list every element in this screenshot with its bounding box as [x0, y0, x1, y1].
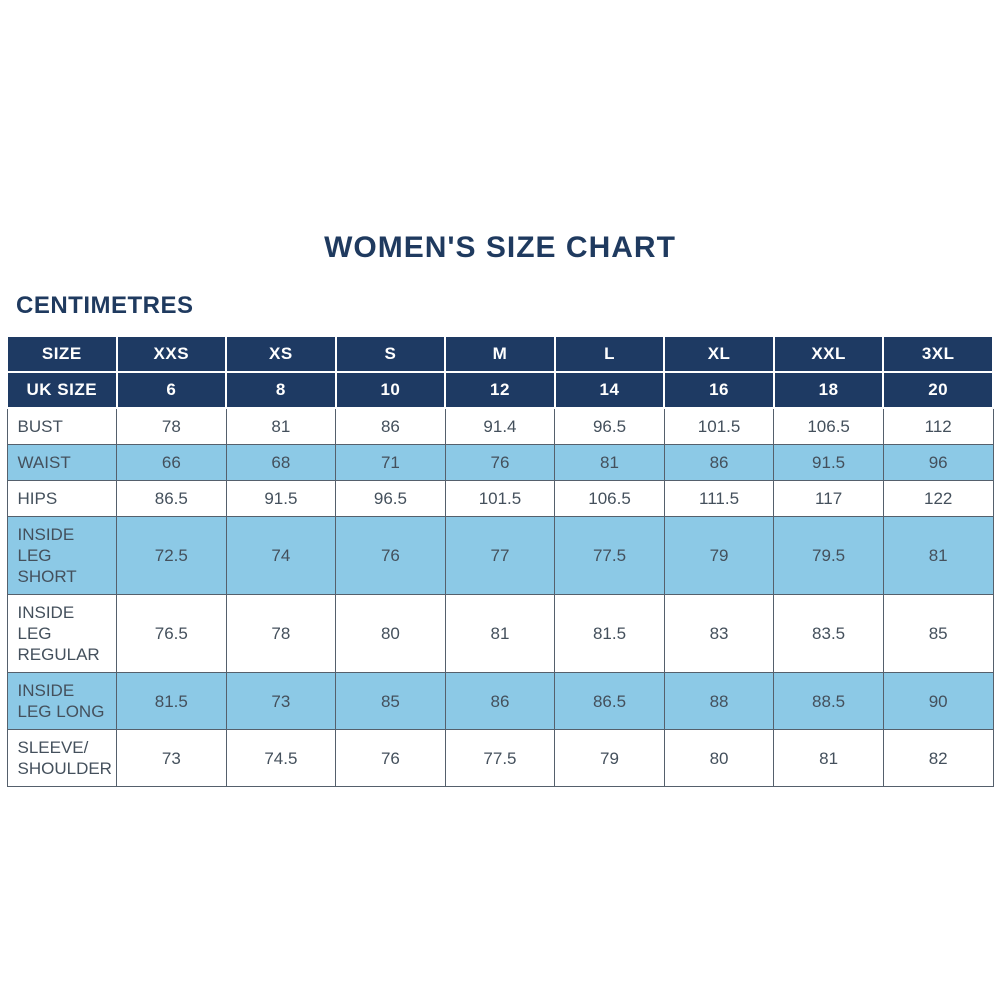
measurement-cell: 90: [882, 672, 994, 730]
measurement-cell: 81: [773, 729, 884, 787]
row-label: HIPS: [6, 480, 118, 517]
page-title: WOMEN'S SIZE CHART: [324, 231, 676, 264]
col-header-xl: XL: [663, 335, 775, 373]
uk-size-value: 18: [772, 371, 885, 409]
measurement-cell: 83: [663, 594, 775, 673]
col-header-m: M: [444, 335, 556, 373]
measurement-cell: 85: [882, 594, 994, 673]
row-label: INSIDE LEG LONG: [6, 672, 118, 730]
measurement-cell: 81: [225, 407, 337, 445]
measurement-cell: 78: [225, 594, 337, 673]
measurement-cell: 85: [335, 672, 446, 730]
table-row: INSIDE LEG SHORT 72.5 74 76 77 77.5 79 79.5 81: [6, 516, 994, 595]
col-header-xxs: XXS: [115, 335, 228, 373]
unit-label: CENTIMETRES: [16, 292, 194, 319]
measurement-cell: 96.5: [554, 407, 665, 445]
uk-size-value: 10: [334, 371, 447, 409]
uk-size-value: 16: [663, 371, 775, 409]
table-row: SLEEVE/ SHOULDER 73 74.5 76 77.5 79 80 81 82: [6, 729, 994, 787]
measurement-cell: 86.5: [116, 480, 227, 517]
size-chart-table: SIZE XXS XS S M L XL XXL 3XL UK SIZE 6 8 10 12 14 16 18…: [6, 335, 994, 787]
measurement-cell: 81: [882, 516, 994, 595]
size-chart-header: SIZE XXS XS S M L XL XXL 3XL UK SIZE 6 8 10 12 14 16 18…: [6, 335, 994, 409]
measurement-body: BUST 78 81 86 91.4 96.5 101.5 106.5 112 WAIST 66 68…: [6, 407, 994, 787]
measurement-cell: 71: [335, 444, 446, 481]
measurement-cell: 86: [663, 444, 775, 481]
measurement-cell: 86: [444, 672, 556, 730]
size-header-row: SIZE XXS XS S M L XL XXL 3XL: [6, 335, 994, 373]
measurement-cell: 80: [663, 729, 775, 787]
measurement-cell: 101.5: [663, 407, 775, 445]
uk-size-value: 20: [882, 371, 994, 409]
uk-size-row: UK SIZE 6 8 10 12 14 16 18 20: [6, 371, 994, 409]
col-header-xs: XS: [225, 335, 337, 373]
measurement-cell: 81.5: [554, 594, 665, 673]
measurement-cell: 88.5: [773, 672, 884, 730]
measurement-cell: 74: [225, 516, 337, 595]
col-header-xxl: XXL: [772, 335, 885, 373]
row-label: SLEEVE/ SHOULDER: [6, 729, 118, 787]
table-row: WAIST 66 68 71 76 81 86 91.5 96: [6, 444, 994, 481]
col-header-s: S: [334, 335, 447, 373]
col-header-l: L: [553, 335, 666, 373]
measurement-cell: 74.5: [225, 729, 337, 787]
row-label: INSIDE LEG SHORT: [6, 516, 118, 595]
measurement-cell: 81: [554, 444, 665, 481]
measurement-cell: 80: [335, 594, 446, 673]
measurement-cell: 86: [335, 407, 446, 445]
measurement-cell: 76.5: [116, 594, 227, 673]
measurement-cell: 96.5: [335, 480, 446, 517]
measurement-cell: 73: [116, 729, 227, 787]
measurement-cell: 91.4: [444, 407, 556, 445]
col-header-3xl: 3XL: [882, 335, 994, 373]
table-row: INSIDE LEG REGULAR 76.5 78 80 81 81.5 83 83.5 85: [6, 594, 994, 673]
measurement-cell: 82: [882, 729, 994, 787]
measurement-cell: 73: [225, 672, 337, 730]
measurement-cell: 112: [882, 407, 994, 445]
row-label: BUST: [6, 407, 118, 445]
measurement-cell: 86.5: [554, 672, 665, 730]
row-label: WAIST: [6, 444, 118, 481]
measurement-cell: 78: [116, 407, 227, 445]
measurement-cell: 77.5: [554, 516, 665, 595]
measurement-cell: 106.5: [554, 480, 665, 517]
uk-size-value: 12: [444, 371, 556, 409]
measurement-cell: 77.5: [444, 729, 556, 787]
measurement-cell: 91.5: [773, 444, 884, 481]
uk-size-label: UK SIZE: [6, 371, 118, 409]
measurement-cell: 79.5: [773, 516, 884, 595]
measurement-cell: 122: [882, 480, 994, 517]
measurement-cell: 91.5: [225, 480, 337, 517]
measurement-cell: 79: [663, 516, 775, 595]
measurement-cell: 76: [335, 516, 446, 595]
measurement-cell: 106.5: [773, 407, 884, 445]
measurement-cell: 66: [116, 444, 227, 481]
measurement-cell: 79: [554, 729, 665, 787]
table-row: HIPS 86.5 91.5 96.5 101.5 106.5 111.5 117 122: [6, 480, 994, 517]
table-row: INSIDE LEG LONG 81.5 73 85 86 86.5 88 88.5 90: [6, 672, 994, 730]
measurement-cell: 111.5: [663, 480, 775, 517]
uk-size-value: 6: [115, 371, 228, 409]
measurement-cell: 76: [335, 729, 446, 787]
uk-size-value: 14: [553, 371, 666, 409]
table-row: BUST 78 81 86 91.4 96.5 101.5 106.5 112: [6, 407, 994, 445]
measurement-cell: 117: [773, 480, 884, 517]
measurement-cell: 96: [882, 444, 994, 481]
uk-size-value: 8: [225, 371, 337, 409]
row-label: INSIDE LEG REGULAR: [6, 594, 118, 673]
measurement-cell: 76: [444, 444, 556, 481]
measurement-cell: 68: [225, 444, 337, 481]
measurement-cell: 88: [663, 672, 775, 730]
measurement-cell: 83.5: [773, 594, 884, 673]
measurement-cell: 77: [444, 516, 556, 595]
measurement-cell: 81.5: [116, 672, 227, 730]
measurement-cell: 72.5: [116, 516, 227, 595]
corner-header-size: SIZE: [6, 335, 118, 373]
measurement-cell: 101.5: [444, 480, 556, 517]
measurement-cell: 81: [444, 594, 556, 673]
